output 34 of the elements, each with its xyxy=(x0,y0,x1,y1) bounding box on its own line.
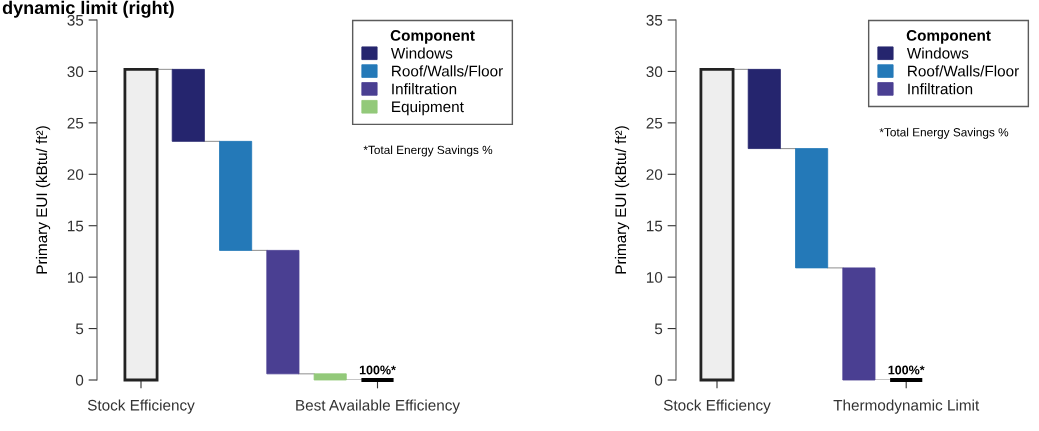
y-tick-label: 15 xyxy=(67,220,84,232)
y-tick-label: 20 xyxy=(646,169,663,180)
y-axis-title: Primary EUI (kBtu/ ft²) xyxy=(614,126,630,274)
annotation: 100%* xyxy=(888,365,925,375)
annotation: 100%* xyxy=(359,365,396,375)
y-tick-label: 30 xyxy=(67,66,84,78)
x-tick-label: Stock Efficiency xyxy=(87,399,195,414)
y-axis-title: Primary EUI (kBtu/ ft²) xyxy=(35,126,51,274)
x-tick-label: Best Available Efficiency xyxy=(296,399,460,414)
legend-label: Windows xyxy=(390,47,453,59)
y-tick-label: 10 xyxy=(646,272,663,283)
y-tick-label: 35 xyxy=(646,14,663,26)
annotation: *Total Energy Savings % xyxy=(879,127,1009,139)
legend-label: Infiltration xyxy=(908,83,973,95)
y-tick-label: 20 xyxy=(67,169,84,180)
legend-label: Windows xyxy=(906,47,969,59)
y-tick-label: 10 xyxy=(67,272,84,283)
legend-label: Roof/Walls/Floor xyxy=(392,65,503,77)
legend-label: Roof/Walls/Floor xyxy=(908,65,1019,77)
legend-title: Component xyxy=(906,30,991,44)
legend-label: Equipment xyxy=(392,100,464,116)
y-tick-label: 0 xyxy=(75,374,84,386)
legend-label: Infiltration xyxy=(392,83,457,95)
x-tick-label: Thermodynamic Limit xyxy=(833,399,980,414)
annotation: *Total Energy Savings % xyxy=(363,145,493,157)
y-tick-label: 25 xyxy=(67,117,84,129)
y-tick-label: 30 xyxy=(646,66,663,78)
y-tick-label: 5 xyxy=(654,323,663,335)
y-tick-label: 5 xyxy=(75,323,84,335)
y-tick-label: 25 xyxy=(646,117,663,129)
y-tick-label: 15 xyxy=(646,220,663,232)
y-tick-label: 0 xyxy=(654,374,663,386)
legend-title: Component xyxy=(390,30,475,44)
x-tick-label: Stock Efficiency xyxy=(663,399,771,414)
